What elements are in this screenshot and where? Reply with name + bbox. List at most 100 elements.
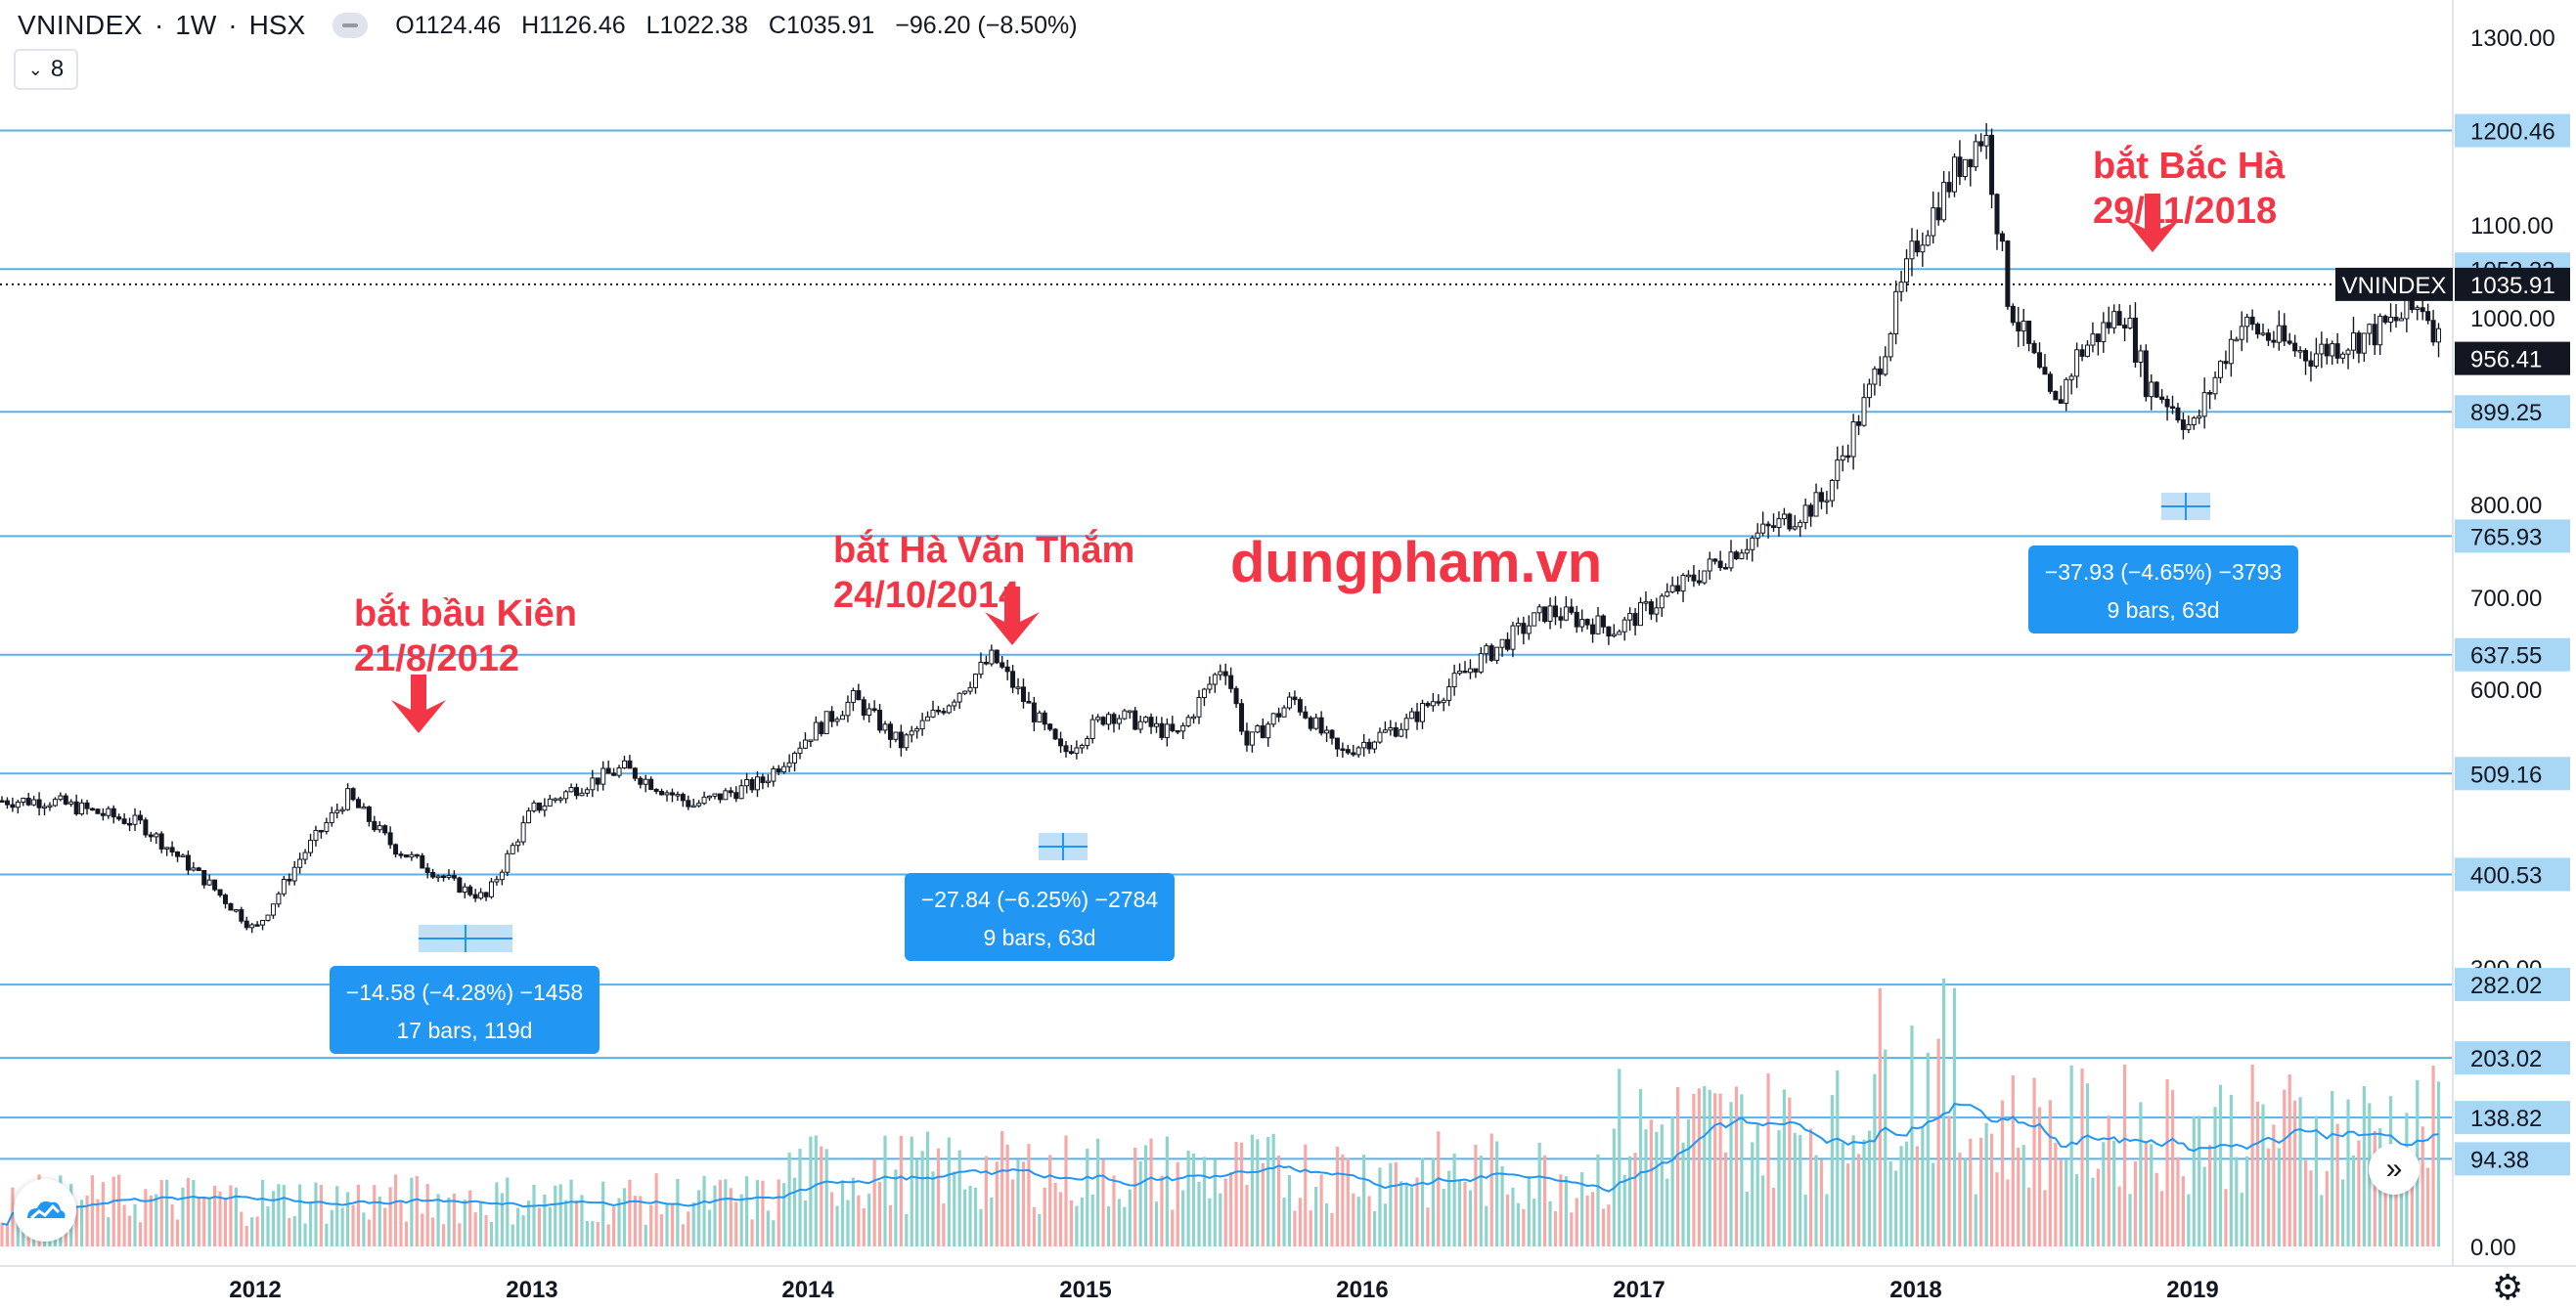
candle-body [206, 879, 212, 886]
volume-bar [840, 1180, 845, 1246]
candle-body [1675, 585, 1681, 592]
candle-body [10, 804, 16, 808]
candle-body [2037, 352, 2043, 369]
annotation-label[interactable]: bắt Bắc Hà 29/11/2018 [2093, 144, 2286, 232]
volume-bar [458, 1223, 462, 1246]
price-axis[interactable]: 1300.001100.001000.00800.00700.00600.003… [2335, 0, 2576, 1266]
volume-bar [1256, 1139, 1260, 1246]
volume-bar [1894, 1170, 1898, 1246]
gear-icon[interactable]: ⚙ [2492, 1267, 2524, 1307]
volume-bar [835, 1205, 839, 1246]
candle-body [1266, 723, 1271, 739]
volume-bar [1729, 1102, 1733, 1246]
price-tick-label: 600.00 [2470, 677, 2542, 704]
candle-body [1968, 158, 1974, 168]
volume-bar [2421, 1126, 2424, 1246]
volume-bar [2383, 1175, 2387, 1246]
candle-body [643, 778, 648, 785]
candle-body [1372, 741, 1378, 750]
volume-bar [979, 1208, 983, 1246]
volume-bar [1489, 1133, 1493, 1246]
volume-bar [1171, 1209, 1175, 1246]
measure-box[interactable] [2028, 546, 2298, 633]
indicators-toggle-button[interactable]: ⌄ 8 [14, 49, 78, 90]
tradingview-cloud-icon[interactable] [14, 1179, 76, 1242]
watermark-text: dungpham.vn [1230, 531, 1602, 594]
volume-bar [1676, 1086, 1680, 1246]
volume-bar [1867, 1130, 1872, 1246]
volume-bar [1080, 1197, 1084, 1246]
volume-bar [755, 1180, 760, 1246]
candle-body [1717, 560, 1723, 568]
candle-body [1292, 696, 1298, 701]
candle-body [1808, 504, 1814, 517]
candle-body [1691, 574, 1697, 582]
level-price-tag [2455, 395, 2570, 429]
candle-body [143, 819, 149, 836]
measure-box[interactable] [330, 966, 600, 1054]
interval-label[interactable]: 1W [175, 10, 217, 40]
volume-bar [133, 1203, 137, 1246]
candle-body [451, 875, 457, 879]
annotation-label[interactable]: bắt bầu Kiên 21/8/2012 [354, 591, 577, 679]
measure-bars: 9 bars, 63d [2107, 597, 2219, 623]
candle-body [1313, 717, 1319, 729]
annotation-label[interactable]: bắt Hà Văn Thắm 24/10/2014 [833, 528, 1134, 616]
candle-body [1962, 158, 1968, 178]
volume-bar [288, 1218, 291, 1246]
volume-bar [1932, 1162, 1935, 1246]
candle-body [1334, 737, 1340, 750]
measure-change: −14.58 (−4.28%) −1458 [346, 980, 583, 1005]
volume-bar [1718, 1093, 1722, 1246]
candle-body [1552, 605, 1558, 618]
time-tick-label: 2016 [1336, 1277, 1388, 1303]
candle-body [58, 795, 64, 801]
volume-bar [127, 1215, 132, 1246]
annotation-title: bắt bầu Kiên [354, 591, 577, 634]
volume-bar [1383, 1203, 1387, 1246]
volume-bar [580, 1195, 584, 1246]
candle-body [1377, 731, 1383, 743]
candle-body [1409, 711, 1415, 720]
volume-bar [543, 1194, 547, 1246]
volume-bar [74, 1206, 78, 1246]
candle-body [249, 924, 255, 929]
volume-bar [436, 1194, 440, 1246]
candle-body [1872, 368, 1878, 385]
low-value: L1022.38 [645, 11, 748, 39]
volume-bar [1399, 1181, 1403, 1246]
price-tick-label: 800.00 [2470, 493, 2542, 519]
candle-body [909, 730, 914, 736]
volume-bar [1219, 1193, 1222, 1246]
time-axis[interactable]: 2012 2013 2014 2015 2016 2017 2018 2019 [0, 1265, 2576, 1303]
volume-bar [910, 1136, 913, 1246]
volume-bar [2000, 1100, 2005, 1246]
volume-bar [2176, 1157, 2180, 1246]
close-value: C1035.91 [768, 11, 875, 39]
level-price-label: 94.38 [2470, 1147, 2529, 1173]
volume-bar [2436, 1081, 2441, 1246]
candle-body [467, 886, 473, 895]
volume-bar [1921, 1127, 1925, 1246]
volume-bar [633, 1196, 637, 1246]
double-chevron-right-icon[interactable]: » [2369, 1144, 2420, 1195]
volume-bar [1723, 1152, 1728, 1246]
time-tick-label: 2014 [781, 1277, 834, 1303]
measure-box[interactable] [905, 873, 1175, 961]
hide-series-icon[interactable] [333, 13, 369, 38]
candle-body [1441, 699, 1446, 704]
volume-bar [2431, 1066, 2435, 1246]
volume-bar [878, 1181, 882, 1246]
volume-bar [2017, 1147, 2021, 1246]
volume-bar [1755, 1124, 1759, 1246]
candle-body [1276, 713, 1282, 718]
volume-bar [1101, 1159, 1105, 1246]
candle-body [1798, 521, 1803, 528]
candle-body [1106, 714, 1112, 725]
volume-bar [1830, 1095, 1834, 1246]
volume-bar [1899, 1146, 1903, 1246]
volume-bar [1266, 1137, 1270, 1246]
symbol-name[interactable]: VNINDEX [18, 10, 143, 40]
candle-body [1047, 723, 1053, 730]
